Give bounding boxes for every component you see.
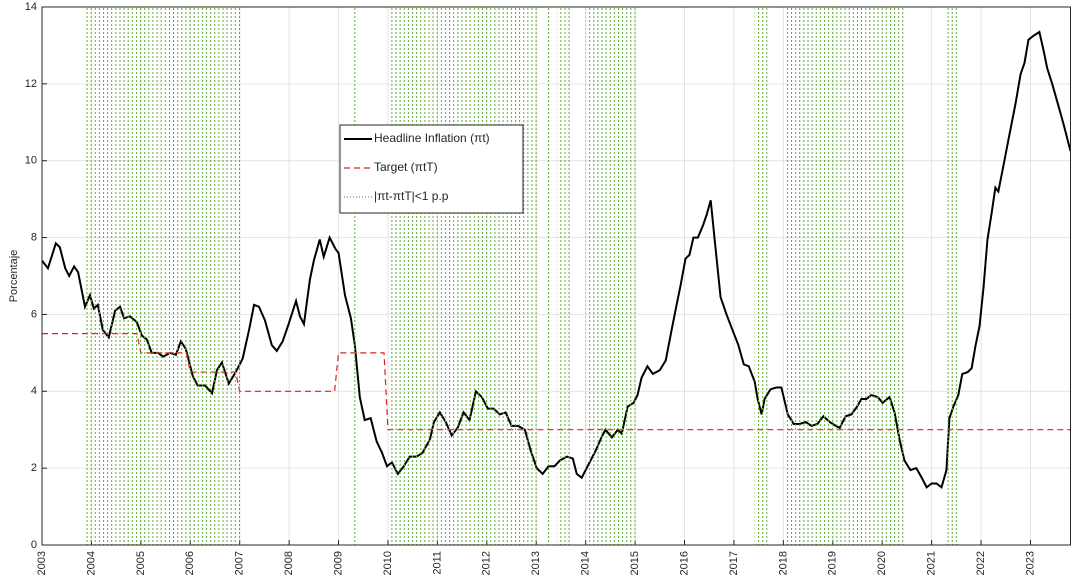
x-tick-label: 2022	[975, 551, 987, 575]
period-band	[352, 7, 358, 545]
x-tick-label: 2006	[184, 551, 196, 575]
period-band	[84, 7, 243, 545]
y-tick-label: 6	[31, 308, 37, 320]
x-tick-label: 2012	[481, 551, 493, 575]
period-band	[947, 7, 958, 545]
y-tick-label: 12	[25, 78, 37, 90]
x-tick-label: 2023	[1024, 551, 1036, 575]
y-tick-label: 0	[31, 539, 37, 551]
y-tick-label: 8	[31, 231, 37, 243]
legend-label: Headline Inflation (πt)	[374, 131, 490, 145]
x-tick-label: 2018	[777, 551, 789, 575]
x-tick-label: 2020	[876, 551, 888, 575]
y-tick-label: 10	[25, 155, 37, 167]
y-axis-label: Porcentaje	[8, 250, 20, 303]
period-band	[585, 7, 637, 545]
x-tick-label: 2009	[332, 551, 344, 575]
y-tick-label: 4	[31, 385, 37, 397]
y-tick-label: 14	[25, 1, 37, 13]
legend-label: Target (πtT)	[374, 160, 438, 174]
x-tick-label: 2016	[678, 551, 690, 575]
x-tick-label: 2008	[283, 551, 295, 575]
legend-label: |πt-πtT|<1 p.p	[374, 189, 449, 203]
period-band	[556, 7, 571, 545]
period-band	[388, 7, 539, 545]
y-tick-label: 2	[31, 462, 37, 474]
x-tick-label: 2013	[530, 551, 542, 575]
period-band	[754, 7, 768, 545]
x-tick-label: 2011	[431, 551, 443, 575]
x-tick-label: 2017	[728, 551, 740, 575]
x-tick-label: 2005	[135, 551, 147, 575]
x-tick-label: 2007	[234, 551, 246, 575]
x-tick-label: 2021	[926, 551, 938, 575]
period-band	[547, 7, 552, 545]
x-tick-label: 2019	[827, 551, 839, 575]
x-tick-label: 2015	[629, 551, 641, 575]
x-tick-label: 2003	[36, 551, 48, 575]
period-band	[784, 7, 905, 545]
x-tick-label: 2010	[382, 551, 394, 575]
x-tick-label: 2014	[580, 551, 592, 575]
x-tick-label: 2004	[85, 551, 97, 575]
